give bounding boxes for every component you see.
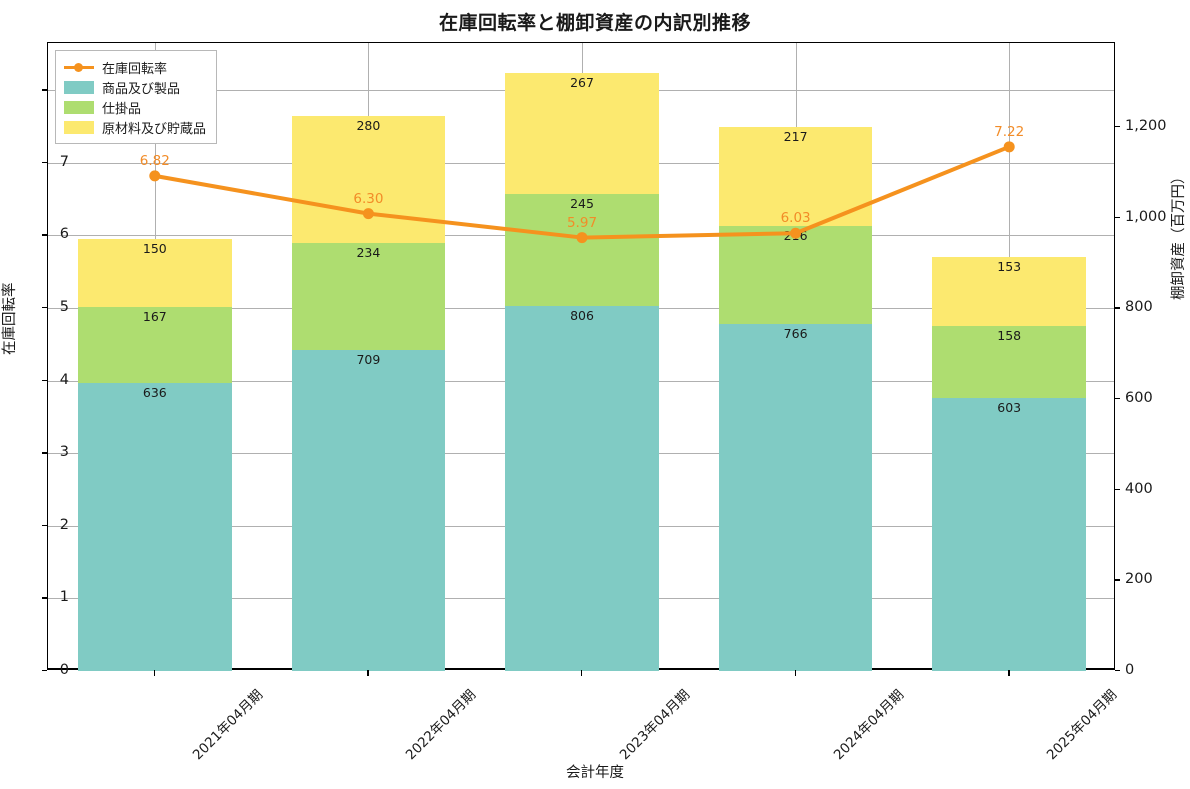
bar-segment[interactable] [932, 256, 1087, 326]
bar-value-label: 245 [570, 196, 594, 212]
y-axis-right-tickmark [1115, 670, 1120, 672]
bar-segment[interactable] [932, 397, 1087, 671]
y-axis-left-tickmark [42, 234, 47, 236]
y-axis-right-tick-label: 1,200 [1125, 117, 1167, 134]
legend-color-swatch [64, 80, 94, 94]
y-axis-left-tick-label: 6 [59, 226, 69, 243]
bar-segment[interactable] [718, 323, 873, 671]
line-value-label: 6.30 [353, 190, 384, 207]
legend-item[interactable]: 仕掛品 [64, 97, 206, 117]
y-axis-left-tickmark [42, 379, 47, 381]
x-axis-tickmark [1008, 670, 1010, 676]
bar-value-label: 267 [570, 75, 594, 91]
line-value-label: 5.97 [566, 214, 598, 231]
y-axis-left-tick-label: 5 [59, 298, 69, 315]
x-axis-tick-label: 2025年04月期 [1043, 686, 1121, 764]
x-axis-tick-label: 2024年04月期 [830, 686, 907, 764]
legend-item-label: 商品及び製品 [102, 81, 181, 97]
y-axis-left-tick-label: 7 [59, 153, 69, 170]
y-axis-left-tickmark [42, 161, 47, 164]
bar-segment[interactable] [932, 325, 1087, 398]
y-axis-left-tick-label: 0 [59, 662, 69, 678]
y-axis-right-tick-label: 600 [1125, 389, 1153, 406]
bar-value-label: 153 [997, 258, 1022, 274]
bar-value-label: 150 [142, 240, 167, 256]
bar-value-label: 636 [142, 384, 167, 400]
y-axis-right-tick-label: 400 [1125, 480, 1153, 497]
y-axis-right-tick-label: 200 [1125, 571, 1153, 588]
bar-value-label: 280 [356, 118, 381, 134]
y-axis-left-tickmark [42, 597, 47, 599]
bar-segment[interactable] [291, 349, 446, 671]
legend-item[interactable]: 在庫回転率 [64, 57, 206, 77]
x-axis-tickmark [581, 670, 583, 676]
bar-value-label: 806 [570, 307, 594, 323]
bar-segment[interactable] [291, 243, 446, 350]
bar-value-label: 167 [142, 308, 167, 324]
y-axis-left-title: 在庫回転率 [2, 282, 18, 356]
y-axis-right-tickmark [1115, 307, 1120, 309]
x-axis-tickmark [794, 670, 796, 676]
y-axis-left-tickmark [42, 89, 47, 91]
y-axis-right-tickmark [1115, 488, 1120, 491]
bar-segment[interactable] [505, 73, 659, 195]
bar-value-label: 158 [997, 327, 1022, 343]
y-axis-left-tickmark [42, 306, 47, 309]
legend-item-label: 原材料及び貯蔵品 [102, 121, 207, 137]
legend-color-swatch [64, 100, 94, 114]
bar-segment[interactable] [77, 382, 232, 671]
bar-value-label: 603 [997, 399, 1022, 415]
y-axis-left-tickmark [42, 670, 47, 672]
y-axis-left-tick-label: 4 [59, 371, 69, 388]
y-axis-right-tick-label: 0 [1125, 662, 1135, 678]
y-axis-left-tick-label: 1 [59, 589, 69, 606]
bar-value-label: 216 [783, 227, 808, 243]
plot-area: 636 167 150 709 234 280 806 245 267 766 216 217 603 1… [47, 42, 1115, 671]
y-axis-right-title: 棚卸資産（百万円） [1171, 169, 1187, 301]
y-axis-left-tickmark [42, 452, 47, 454]
legend-item-label: 在庫回転率 [102, 61, 168, 77]
x-axis-title: 会計年度 [566, 765, 624, 781]
legend-line-swatch [64, 61, 94, 74]
legend-item[interactable]: 商品及び製品 [64, 77, 206, 97]
line-value-label: 6.03 [780, 210, 811, 227]
chart-legend: 在庫回転率商品及び製品 仕掛品原材料及び貯蔵品 [55, 50, 218, 144]
y-axis-right-tickmark [1115, 397, 1120, 400]
y-axis-right-tickmark [1115, 216, 1120, 218]
y-axis-left-tick-label: 2 [59, 516, 69, 533]
legend-item-label: 仕掛品 [102, 101, 142, 117]
bar-segment[interactable] [77, 238, 232, 307]
bar-value-label: 766 [783, 325, 808, 341]
x-axis-tickmark [153, 670, 156, 676]
bar-value-label: 217 [783, 129, 808, 145]
x-axis-tick-label: 2022年04月期 [403, 686, 480, 764]
y-axis-left-tick-label: 3 [59, 444, 69, 461]
y-axis-right-tickmark [1115, 125, 1120, 128]
bar-segment[interactable] [718, 225, 873, 324]
bar-value-label: 709 [356, 351, 381, 367]
bar-value-label: 234 [356, 245, 381, 261]
y-axis-right-tick-label: 1,000 [1125, 208, 1167, 225]
y-axis-right-tick-label: 800 [1125, 299, 1153, 316]
legend-item[interactable]: 原材料及び貯蔵品 [64, 117, 206, 137]
legend-color-swatch [64, 120, 94, 134]
y-axis-right-tickmark [1115, 579, 1120, 581]
line-value-label: 6.82 [139, 152, 170, 169]
bar-segment[interactable] [77, 306, 232, 383]
plot-inner: 636 167 150 709 234 280 806 245 267 766 216 217 603 1… [48, 43, 1114, 671]
line-value-label: 7.22 [994, 123, 1025, 140]
bar-segment[interactable] [505, 305, 659, 671]
bar-segment[interactable] [291, 116, 446, 244]
x-axis-tick-label: 2023年04月期 [616, 686, 694, 764]
x-axis-tick-label: 2021年04月期 [189, 686, 266, 764]
y-axis-left-tickmark [42, 524, 47, 527]
chart-title: 在庫回転率と棚卸資産の内訳別推移 [438, 12, 751, 34]
x-axis-tickmark [367, 670, 369, 676]
